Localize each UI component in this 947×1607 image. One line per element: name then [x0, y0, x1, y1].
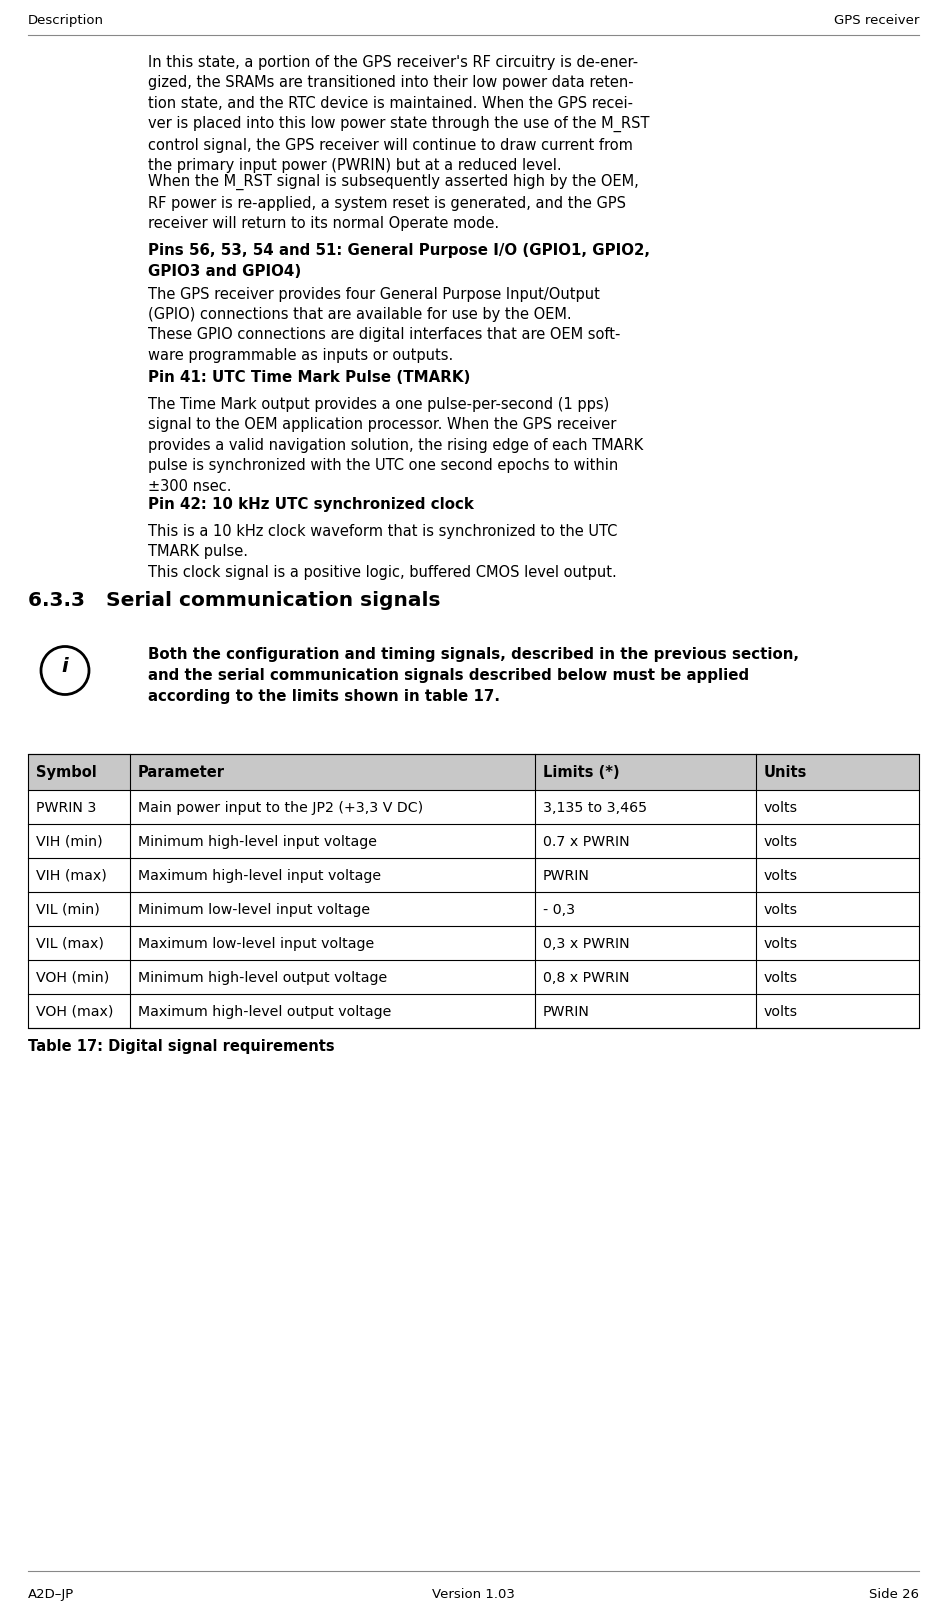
Bar [28, 995, 919, 1028]
Text: PWRIN: PWRIN [543, 1004, 590, 1019]
Text: A2D–JP: A2D–JP [28, 1588, 74, 1601]
Text: Minimum low-level input voltage: Minimum low-level input voltage [137, 903, 369, 916]
Bar [28, 755, 919, 791]
Text: volts: volts [764, 903, 798, 916]
Bar [28, 824, 919, 858]
Text: volts: volts [764, 937, 798, 950]
Bar [28, 892, 919, 926]
Text: volts: volts [764, 868, 798, 882]
Text: Limits (*): Limits (*) [543, 765, 619, 779]
Text: volts: volts [764, 800, 798, 815]
Text: Side 26: Side 26 [869, 1588, 919, 1601]
Text: Maximum high-level output voltage: Maximum high-level output voltage [137, 1004, 391, 1019]
Text: Description: Description [28, 14, 104, 27]
Text: 3,135 to 3,465: 3,135 to 3,465 [543, 800, 647, 815]
Text: Symbol: Symbol [36, 765, 97, 779]
Text: Maximum high-level input voltage: Maximum high-level input voltage [137, 868, 381, 882]
Text: VIH (min): VIH (min) [36, 834, 102, 848]
Text: The Time Mark output provides a one pulse-per-second (1 pps)
signal to the OEM a: The Time Mark output provides a one puls… [148, 397, 643, 493]
Text: Maximum low-level input voltage: Maximum low-level input voltage [137, 937, 374, 950]
Text: Version 1.03: Version 1.03 [432, 1588, 515, 1601]
Text: When the M_RST signal is subsequently asserted high by the OEM,
RF power is re-a: When the M_RST signal is subsequently as… [148, 174, 638, 231]
Bar [28, 926, 919, 961]
Text: VIL (min): VIL (min) [36, 903, 99, 916]
Text: Pin 41: UTC Time Mark Pulse (TMARK): Pin 41: UTC Time Mark Pulse (TMARK) [148, 370, 471, 386]
Text: The GPS receiver provides four General Purpose Input/Output
(GPIO) connections t: The GPS receiver provides four General P… [148, 286, 620, 363]
Text: - 0,3: - 0,3 [543, 903, 575, 916]
Text: 6.3.3   Serial communication signals: 6.3.3 Serial communication signals [28, 591, 440, 611]
Text: In this state, a portion of the GPS receiver's RF circuitry is de-ener-
gized, t: In this state, a portion of the GPS rece… [148, 55, 650, 174]
Text: Pin 42: 10 kHz UTC synchronized clock: Pin 42: 10 kHz UTC synchronized clock [148, 497, 474, 513]
Text: 0.7 x PWRIN: 0.7 x PWRIN [543, 834, 630, 848]
Text: Minimum high-level input voltage: Minimum high-level input voltage [137, 834, 377, 848]
Text: VOH (max): VOH (max) [36, 1004, 114, 1019]
Text: VOH (min): VOH (min) [36, 971, 109, 985]
Text: 0,8 x PWRIN: 0,8 x PWRIN [543, 971, 630, 985]
Bar [28, 961, 919, 995]
Text: volts: volts [764, 834, 798, 848]
Text: i: i [62, 657, 68, 675]
Bar [28, 791, 919, 824]
Text: VIL (max): VIL (max) [36, 937, 104, 950]
Text: PWRIN 3: PWRIN 3 [36, 800, 97, 815]
Bar [28, 858, 919, 892]
Text: volts: volts [764, 971, 798, 985]
Text: Minimum high-level output voltage: Minimum high-level output voltage [137, 971, 386, 985]
Text: GPS receiver: GPS receiver [833, 14, 919, 27]
Bar [28, 755, 919, 1028]
Text: Units: Units [764, 765, 808, 779]
Text: PWRIN: PWRIN [543, 868, 590, 882]
Text: Both the configuration and timing signals, described in the previous section,
an: Both the configuration and timing signal… [148, 648, 799, 704]
Text: Parameter: Parameter [137, 765, 224, 779]
Text: 0,3 x PWRIN: 0,3 x PWRIN [543, 937, 630, 950]
Text: Table 17: Digital signal requirements: Table 17: Digital signal requirements [28, 1038, 334, 1053]
Text: volts: volts [764, 1004, 798, 1019]
Text: Main power input to the JP2 (+3,3 V DC): Main power input to the JP2 (+3,3 V DC) [137, 800, 422, 815]
Text: This is a 10 kHz clock waveform that is synchronized to the UTC
TMARK pulse.
Thi: This is a 10 kHz clock waveform that is … [148, 524, 617, 580]
Text: VIH (max): VIH (max) [36, 868, 107, 882]
Text: Pins 56, 53, 54 and 51: General Purpose I/O (GPIO1, GPIO2,
GPIO3 and GPIO4): Pins 56, 53, 54 and 51: General Purpose … [148, 243, 650, 278]
